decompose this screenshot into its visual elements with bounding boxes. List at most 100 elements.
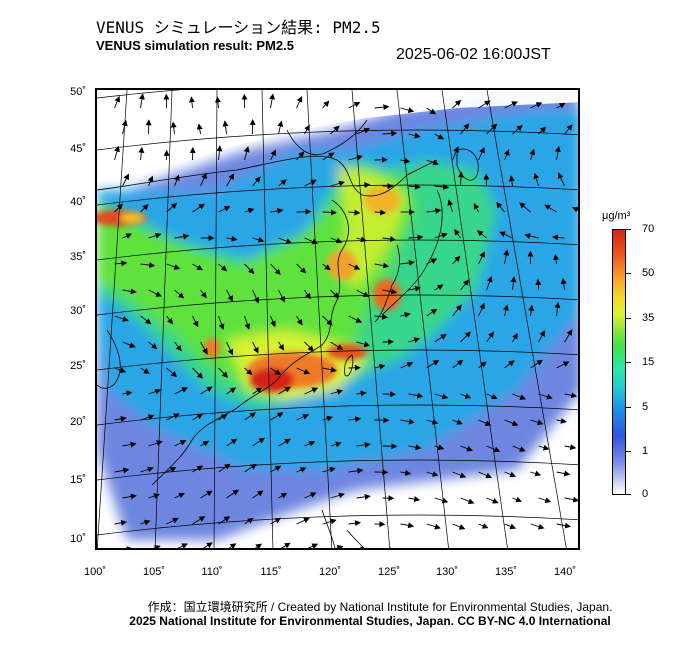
- title-japanese: VENUS シミュレーション結果: PM2.5: [96, 18, 381, 37]
- wind-arrow: [296, 263, 307, 274]
- wind-arrow: [426, 359, 440, 369]
- datetime-label: 2025-06-02 16:00JST: [396, 46, 551, 63]
- wind-arrow: [400, 107, 415, 114]
- wind-arrow: [434, 444, 445, 451]
- wind-arrow: [529, 148, 536, 161]
- wind-arrow: [426, 308, 438, 317]
- wind-arrow: [281, 542, 291, 548]
- wind-arrow: [166, 467, 177, 473]
- pm25-map[interactable]: [97, 90, 580, 550]
- wind-arrow: [564, 124, 573, 135]
- wind-arrow: [374, 104, 390, 111]
- colorbar-tick-mark: [626, 273, 631, 274]
- wind-arrow: [148, 289, 162, 297]
- wind-arrow: [330, 237, 343, 244]
- wind-arrow: [114, 467, 130, 474]
- wind-arrow: [200, 490, 213, 499]
- wind-arrow: [560, 277, 567, 291]
- wind-arrow: [304, 237, 319, 245]
- wind-arrow: [244, 315, 251, 330]
- wind-arrow: [374, 313, 388, 320]
- wind-arrow: [218, 463, 231, 473]
- wind-arrow: [200, 386, 213, 395]
- wind-arrow: [426, 258, 438, 265]
- wind-arrow: [447, 199, 454, 213]
- lon-label-125: 125˚: [377, 566, 401, 578]
- wind-arrow: [140, 203, 149, 213]
- wind-arrow: [304, 289, 311, 300]
- wind-arrow: [330, 180, 345, 187]
- wind-arrow: [114, 367, 127, 373]
- wind-arrow: [478, 419, 492, 426]
- wind-arrow: [478, 100, 491, 109]
- wind-arrow: [270, 367, 282, 376]
- lon-label-105: 105˚: [142, 566, 166, 578]
- wind-arrow: [426, 107, 437, 115]
- lon-label-130: 130˚: [435, 566, 459, 578]
- wind-arrow: [360, 546, 367, 548]
- wind-arrow: [504, 523, 517, 530]
- wind-arrow: [296, 517, 310, 525]
- wind-arrow: [244, 367, 253, 376]
- wind-arrow: [452, 304, 462, 317]
- colorbar-tick-1: 1: [642, 445, 649, 457]
- wind-arrow: [512, 496, 522, 503]
- wind-arrow: [218, 263, 228, 272]
- wind-arrow: [304, 440, 316, 447]
- colorbar-unit: μg/m³: [602, 210, 631, 222]
- wind-arrow: [192, 203, 205, 213]
- wind-arrow: [400, 157, 411, 164]
- wind-arrow: [408, 444, 422, 451]
- wind-arrow: [192, 465, 204, 473]
- wind-arrow: [504, 471, 517, 478]
- wind-arrow: [553, 253, 559, 265]
- wind-arrow: [452, 255, 461, 265]
- wind-arrow: [512, 124, 523, 135]
- wind-arrow: [564, 444, 577, 451]
- wind-arrow: [244, 517, 254, 525]
- wind-arrow: [556, 102, 566, 109]
- wind-arrow: [356, 441, 371, 448]
- wind-arrow: [356, 182, 371, 189]
- lon-label-140: 140˚: [553, 566, 577, 578]
- wind-arrow: [114, 315, 129, 322]
- wind-arrow: [452, 471, 467, 478]
- wind-arrow: [122, 341, 136, 348]
- wind-arrow: [174, 492, 185, 499]
- wind-arrow: [270, 517, 282, 525]
- wind-arrow: [218, 516, 231, 525]
- lat-label-45: 45˚: [70, 143, 86, 155]
- wind-arrow: [452, 99, 462, 109]
- wind-arrow: [270, 263, 281, 275]
- wind-arrow: [330, 341, 344, 350]
- wind-arrow: [200, 341, 208, 355]
- wind-arrow: [244, 263, 255, 275]
- colorbar-tick-35: 35: [642, 312, 655, 324]
- wind-arrow: [304, 124, 310, 135]
- wind-arrow: [114, 145, 120, 161]
- wind-arrow: [114, 203, 124, 213]
- wind-arrow: [296, 95, 303, 109]
- wind-arrow: [166, 367, 178, 378]
- wind-arrow: [382, 130, 398, 137]
- wind-arrow: [114, 415, 127, 422]
- map-panel[interactable]: [95, 88, 580, 550]
- wind-arrow: [504, 101, 518, 109]
- wind-arrow: [270, 149, 276, 161]
- wind-arrow: [434, 133, 445, 140]
- wind-arrow: [426, 207, 442, 214]
- wind-arrow: [400, 259, 415, 266]
- wind-arrow: [322, 415, 333, 422]
- wind-arrow: [408, 183, 421, 190]
- wind-arrow: [426, 523, 441, 530]
- wind-arrow: [330, 492, 345, 499]
- wind-arrow: [564, 392, 578, 399]
- wind-arrow: [457, 171, 464, 187]
- wind-arrow: [460, 393, 472, 399]
- colorbar-tick-mark: [626, 229, 631, 230]
- wind-arrow: [400, 418, 415, 425]
- colorbar: [612, 229, 626, 495]
- wind-arrow: [528, 304, 535, 317]
- wind-arrow: [200, 289, 207, 299]
- wind-arrow: [486, 331, 494, 343]
